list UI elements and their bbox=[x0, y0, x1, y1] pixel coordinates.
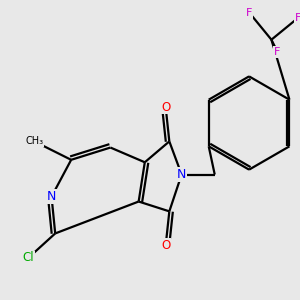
Text: Cl: Cl bbox=[22, 251, 34, 265]
Text: F: F bbox=[295, 13, 300, 22]
Text: CH₃: CH₃ bbox=[25, 136, 44, 146]
Text: F: F bbox=[274, 47, 281, 57]
Text: O: O bbox=[161, 239, 170, 252]
Text: N: N bbox=[177, 168, 186, 181]
Text: O: O bbox=[161, 100, 170, 114]
Text: F: F bbox=[246, 8, 253, 18]
Text: N: N bbox=[47, 190, 56, 203]
